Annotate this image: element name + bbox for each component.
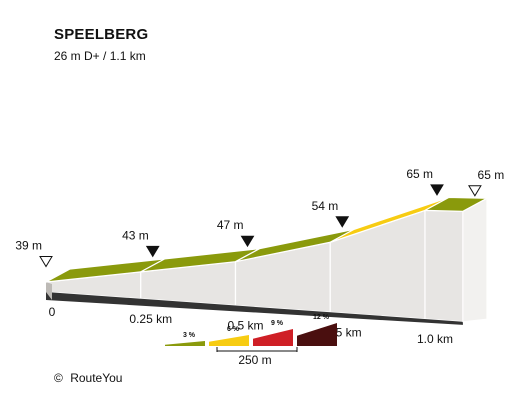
profile-side-face bbox=[424, 209, 464, 323]
elevation-marker-label: 47 m bbox=[217, 218, 244, 232]
profile-base bbox=[46, 292, 463, 325]
profile-top-surfaces bbox=[45, 196, 488, 283]
elevation-marker-label: 43 m bbox=[122, 228, 149, 242]
elevation-marker-icon bbox=[430, 184, 444, 196]
copyright-icon: © bbox=[54, 371, 63, 385]
profile-front-edge bbox=[46, 282, 52, 300]
brand-name: RouteYou bbox=[70, 371, 123, 385]
legend-label: 3 % bbox=[183, 332, 196, 339]
chart-subtitle: 26 m D+ / 1.1 km bbox=[54, 49, 146, 63]
legend-swatch bbox=[165, 341, 205, 346]
elevation-marker-icon bbox=[335, 216, 350, 228]
profile-end-cap bbox=[462, 197, 488, 323]
x-axis-tick-label: 0.25 km bbox=[129, 312, 172, 326]
legend-swatch bbox=[297, 323, 337, 346]
scale-bar-label: 250 m bbox=[238, 353, 271, 367]
chart-title: SPEELBERG bbox=[54, 26, 149, 43]
elevation-marker-icon bbox=[240, 235, 255, 248]
elevation-marker-label: 65 m bbox=[478, 168, 505, 182]
legend-swatch bbox=[209, 335, 249, 346]
elevation-marker-icon bbox=[39, 256, 53, 268]
x-axis-tick-label: 0.5 km bbox=[227, 319, 263, 333]
legend-label: 9 % bbox=[271, 320, 284, 327]
elevation-marker-label: 65 m bbox=[406, 167, 433, 181]
elevation-marker-label: 54 m bbox=[312, 199, 339, 213]
legend-label: 6 % bbox=[227, 326, 240, 333]
copyright: © RouteYou bbox=[54, 371, 122, 385]
profile-side-faces bbox=[45, 197, 488, 325]
gradient-segment bbox=[424, 196, 488, 212]
gradient-legend: 3 % 6 % 9 % 12 % 250 m bbox=[165, 314, 337, 367]
elevation-markers: 39 m 43 m 47 m 54 m 65 m 65 m bbox=[15, 167, 505, 268]
elevation-marker-label: 39 m bbox=[15, 239, 42, 253]
elevation-marker-icon bbox=[468, 185, 482, 197]
x-axis-tick-label: 1.0 km bbox=[417, 332, 453, 346]
elevation-marker-icon bbox=[145, 245, 160, 258]
legend-swatch bbox=[253, 329, 293, 346]
legend-label: 12 % bbox=[313, 314, 330, 321]
x-axis-tick-label: 0 bbox=[49, 305, 56, 319]
